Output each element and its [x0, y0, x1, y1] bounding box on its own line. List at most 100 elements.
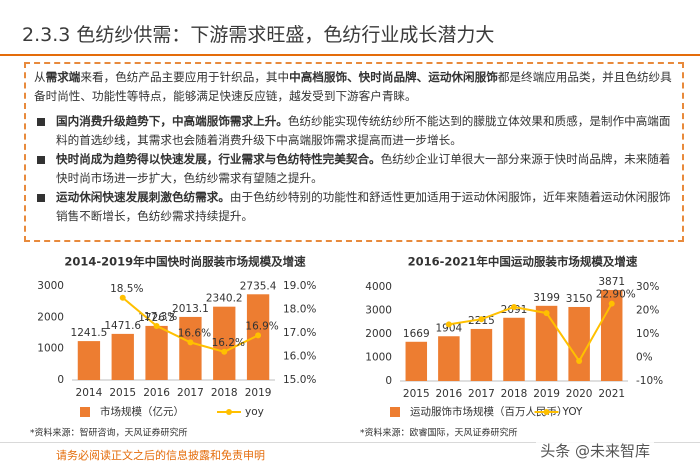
legend-swatch — [543, 409, 550, 415]
x-tick-label: 2017 — [177, 387, 204, 399]
bar-label: 1904 — [435, 322, 462, 334]
text: 由于色纺纱特别的功能性和舒适性更加适用于运动休闲服饰，近年来随着运动休闲服饰销售… — [56, 190, 671, 223]
bold-text: 国内消费升级趋势下，中高端服饰需求上升。 — [56, 114, 288, 128]
x-tick-label: 2015 — [109, 387, 136, 399]
bar — [405, 341, 428, 381]
page-title: 2.3.3 色纺纱供需：下游需求旺盛，色纺行业成长潜力大 — [22, 24, 495, 46]
bar-label: 1726.3 — [138, 312, 175, 324]
legend-label: YOY — [562, 406, 584, 418]
footer: 请务必阅读正文之后的信息披露和免责申明 — [0, 442, 700, 468]
title-rule — [0, 54, 700, 56]
bold-text: 运动休闲快速发展刺激色纺需求。 — [56, 190, 230, 204]
y-tick-label: 3000 — [37, 280, 64, 292]
y-tick-label: 1000 — [365, 352, 392, 364]
bar-label: 2735.4 — [240, 280, 277, 292]
y-tick-label: 0 — [385, 375, 392, 387]
y2-tick-label: 30% — [636, 281, 659, 293]
y2-tick-label: 16.0% — [283, 351, 316, 363]
chart-title: 2014-2019年中国快时尚服装市场规模及增速 — [64, 255, 306, 269]
bar — [503, 317, 525, 381]
x-tick-label: 2019 — [533, 388, 560, 400]
y2-tick-label: 17.0% — [283, 327, 316, 339]
line-marker — [187, 339, 194, 346]
text: 从 — [34, 70, 46, 84]
x-tick-label: 2018 — [501, 388, 528, 400]
bullets: 国内消费升级趋势下，中高端服饰需求上升。色纺纱能实现传统纺纱所不能达到的朦胧立体… — [34, 112, 674, 226]
x-tick-label: 2021 — [598, 388, 625, 400]
text: 色纺纱能实现传统纺纱所不能达到的朦胧立体效果和质感，是制作中高端面料的首选纱线，… — [56, 114, 671, 147]
y2-tick-label: 18.0% — [283, 304, 316, 316]
text: 都是终端应用品类，并且色纺纱具备时尚性、功能性等特点，能够满足快速反应链，越发受… — [34, 70, 672, 103]
text-box: 从需求端来看，色纺产品主要应用于针织品，其中中高档服饰、快时尚品牌、运动休闲服饰… — [24, 62, 684, 242]
line-label: 16.9% — [245, 320, 278, 332]
y2-tick-label: 20% — [636, 305, 659, 317]
bar-label: 1241.5 — [71, 327, 108, 339]
line-marker — [608, 300, 615, 307]
source: *资料来源：智研咨询，天风证券研究所 — [30, 427, 188, 439]
line-marker — [153, 322, 160, 329]
text: 色纺纱企业订单很大一部分来源于快时尚品牌，未来随着快时尚市场进一步扩大，色纺纱需… — [56, 152, 671, 185]
line-marker — [543, 310, 550, 317]
bar — [213, 306, 236, 380]
bar — [145, 325, 168, 380]
bar-label: 1669 — [403, 328, 430, 340]
line-label: 17.3% — [144, 311, 177, 323]
bold-text: 快时尚成为趋势得以快速发展，行业需求与色纺特性完美契合。 — [56, 152, 381, 166]
line-marker — [445, 321, 452, 328]
legend-label: yoy — [245, 406, 264, 418]
text: 来看，色纺产品主要应用于针织品，其中 — [80, 70, 290, 84]
line-label: 16.2% — [212, 337, 245, 349]
line — [448, 303, 613, 363]
legend-swatch — [226, 409, 232, 415]
bar-label: 3199 — [533, 292, 560, 304]
watermark: 头条 @未来智库 — [536, 440, 654, 461]
legend-label: 运动服饰市场规模（百万人民币） — [410, 405, 568, 418]
y-tick-label: 2000 — [365, 328, 392, 340]
bar — [179, 316, 202, 380]
x-tick-label: 2018 — [211, 387, 238, 399]
bar-label: 1471.6 — [104, 320, 141, 332]
x-tick-label: 2015 — [403, 388, 430, 400]
intro: 从需求端来看，色纺产品主要应用于针织品，其中中高档服饰、快时尚品牌、运动休闲服饰… — [34, 68, 674, 106]
y-tick-label: 4000 — [365, 281, 392, 293]
bar-label: 2013.1 — [172, 303, 209, 315]
y-tick-label: 2000 — [37, 311, 64, 323]
x-tick-label: 2019 — [245, 387, 272, 399]
bullet: 运动休闲快速发展刺激色纺需求。由于色纺纱特别的功能性和舒适性更加适用于运动休闲服… — [34, 188, 674, 226]
chart: 2014-2019年中国快时尚服装市场规模及增速 0 1000 2000 3000 15.… — [30, 255, 316, 439]
y-tick-label: 3000 — [365, 305, 392, 317]
legend-swatch — [390, 407, 400, 417]
line-label: 16.6% — [178, 327, 211, 339]
line-marker — [221, 348, 228, 355]
bar — [470, 328, 493, 381]
line-marker — [478, 316, 485, 323]
bar — [77, 341, 101, 380]
bar — [438, 336, 460, 381]
bar — [111, 333, 134, 380]
line-marker — [119, 294, 126, 301]
x-tick-label: 2016 — [435, 388, 462, 400]
chart-title: 2016-2021年中国运动服装市场规模及增速 — [408, 255, 638, 269]
bar-label: 3871 — [598, 276, 625, 288]
bullet: 快时尚成为趋势得以快速发展，行业需求与色纺特性完美契合。色纺纱企业订单很大一部分… — [34, 150, 674, 188]
source: *资料来源：欧睿国际，天风证券研究所 — [360, 427, 518, 439]
line-marker — [576, 358, 583, 365]
line-marker — [511, 303, 517, 310]
y-tick-label: 1000 — [37, 343, 64, 355]
bar-label: 3150 — [566, 293, 593, 305]
legend-label: 市场规模（亿元） — [100, 405, 184, 418]
y2-tick-label: -10% — [636, 375, 663, 387]
y2-tick-label: 0% — [636, 352, 653, 364]
chart: 2016-2021年中国运动服装市场规模及增速 0 1000 2000 3000 4000… — [360, 255, 663, 439]
y2-tick-label: 15.0% — [283, 374, 316, 386]
bar-label: 2340.2 — [206, 293, 243, 305]
x-tick-label: 2016 — [143, 387, 170, 399]
bar — [535, 305, 558, 381]
y2-tick-label: 19.0% — [283, 280, 316, 292]
line-marker — [255, 332, 262, 339]
x-tick-label: 2020 — [566, 388, 593, 400]
y-tick-label: 0 — [57, 374, 64, 386]
x-tick-label: 2014 — [76, 387, 103, 399]
bold-text: 中高档服饰、快时尚品牌、运动休闲服饰 — [289, 70, 498, 84]
